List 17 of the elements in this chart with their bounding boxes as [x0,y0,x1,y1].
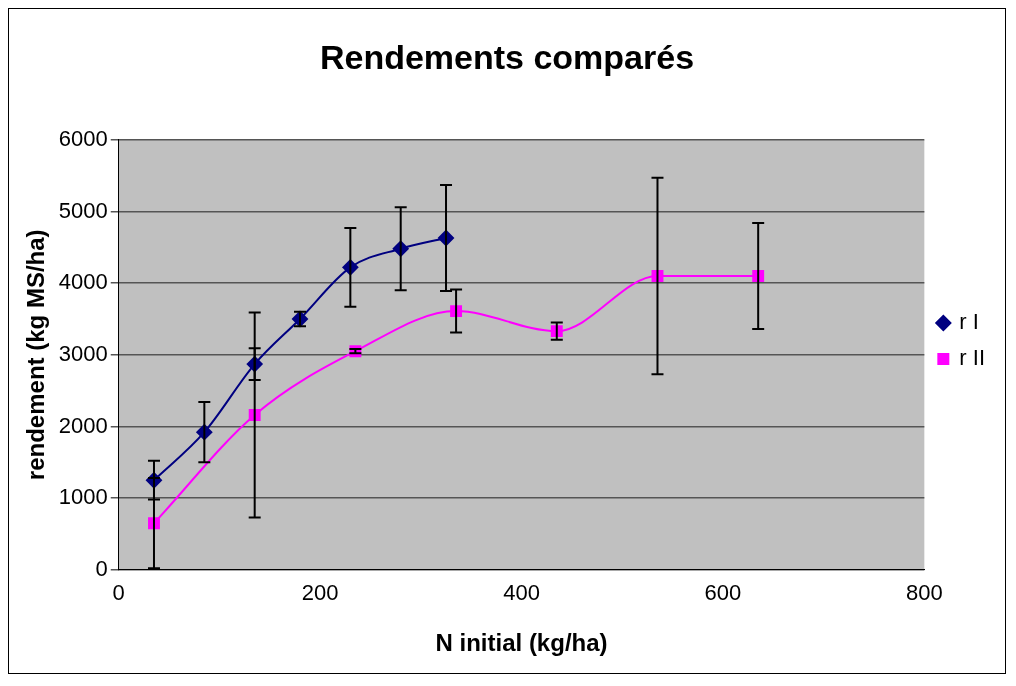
y-tick-label: 0 [95,555,108,581]
x-tick-label: 400 [503,580,540,606]
y-tick-label: 2000 [58,412,108,438]
y-tick-label: 5000 [58,197,108,223]
legend-label: r I [959,309,979,335]
y-tick-label: 1000 [58,484,108,510]
chart-title: Rendements comparés [319,37,695,76]
x-tick-label: 600 [704,580,742,606]
y-tick-label: 3000 [58,340,108,366]
y-axis-title: rendement (kg MS/ha) [22,229,50,481]
y-tick-label: 6000 [58,125,108,151]
y-tick-label: 4000 [58,269,108,295]
x-tick-label: 800 [905,580,943,606]
legend-label: r II [959,345,986,371]
x-tick-label: 0 [112,580,125,606]
x-axis-title: N initial (kg/ha) [435,629,608,657]
x-tick-label: 200 [301,580,339,606]
